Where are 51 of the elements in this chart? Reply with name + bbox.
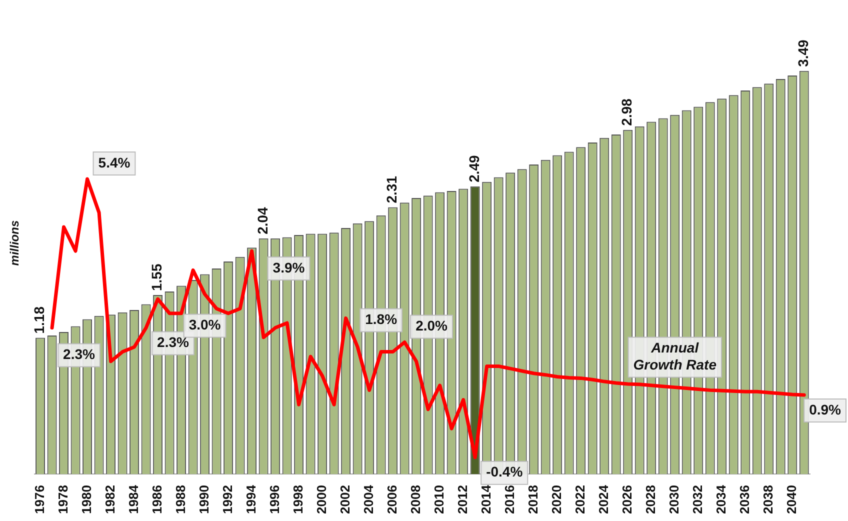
data-label: 1.8% [365,311,398,328]
data-label: 2.0% [416,318,448,334]
x-tick-label: 1996 [266,485,282,514]
data-label: 2.3% [157,334,190,350]
x-tick-label: 2012 [454,485,470,514]
x-tick-label: 2016 [502,485,517,514]
x-tick-label: 2024 [596,484,611,514]
x-tick-label: 2006 [384,485,400,514]
data-label: 2.31 [384,176,400,204]
y-axis-title: millions [8,220,22,266]
x-tick-label: 1990 [196,485,212,514]
series-label: Annual Growth Rate [633,340,717,373]
data-label: 1.55 [148,264,165,292]
data-label: 3.0% [188,316,222,333]
data-label: 0.9% [809,401,842,418]
x-tick-label: 2032 [690,485,705,514]
x-tick-label: 2028 [642,485,658,514]
x-tick-label: 1994 [243,484,258,514]
data-label: 5.4% [98,154,131,170]
data-label: 3.9% [272,259,306,276]
x-tick-label: 2034 [713,484,728,514]
x-tick-label: 2036 [736,485,752,514]
x-tick-label: 2030 [666,485,682,514]
x-tick-label: 2040 [784,485,799,514]
x-tick-label: 2014 [478,484,494,514]
x-tick-label: 1998 [290,485,306,514]
data-label: 1.18 [31,306,48,334]
x-tick-label: 2002 [337,485,352,514]
data-label: 2.49 [466,154,482,182]
x-tick-label: 2000 [314,485,329,514]
data-label: 2.04 [254,206,270,234]
data-label: 2.3% [63,346,96,362]
data-label: 3.49 [794,39,811,67]
x-tick-label: 2010 [431,485,446,514]
x-tick-label: 2022 [572,485,588,514]
x-tick-label: 1980 [78,485,94,514]
x-tick-label: 1986 [149,485,164,514]
x-tick-label: 2038 [760,485,776,514]
x-tick-label: 1988 [172,485,188,514]
data-label: -0.4% [486,464,524,480]
x-tick-label: 1984 [126,484,141,514]
data-label: 2.98 [618,98,635,126]
x-tick-label: 2004 [360,484,376,514]
x-tick-label: 2020 [548,485,564,514]
x-tick-label: 2018 [525,485,540,514]
x-tick-label: 2026 [619,485,634,514]
x-tick-label: 1992 [220,485,235,514]
x-tick-label: 1976 [32,485,47,514]
x-tick-label: 2008 [408,485,423,514]
x-tick-label: 1982 [102,485,118,514]
x-tick-label: 1978 [55,485,70,514]
